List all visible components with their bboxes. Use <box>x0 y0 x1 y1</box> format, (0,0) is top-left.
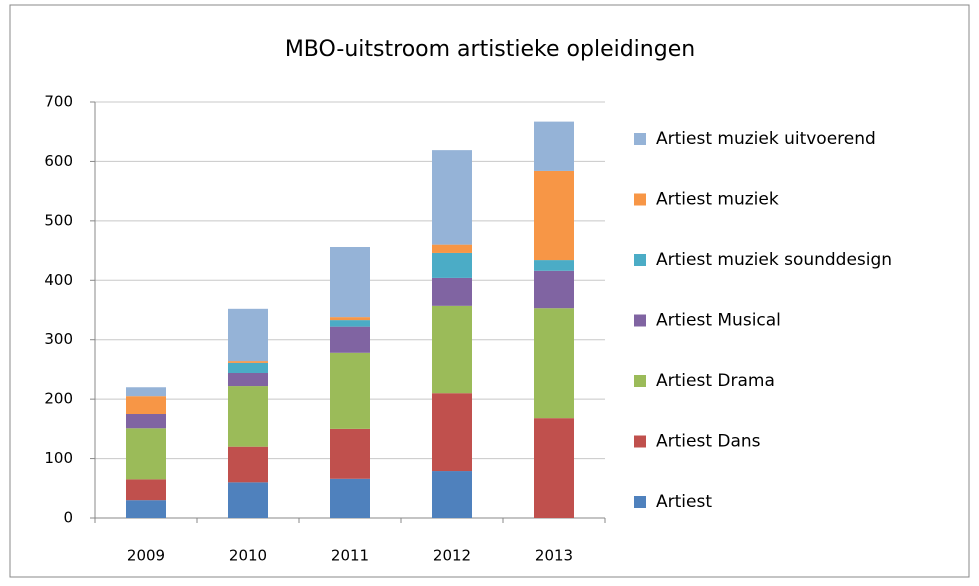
bar-segment <box>126 387 166 397</box>
bar-segment <box>330 317 370 321</box>
legend-swatch <box>634 193 646 206</box>
bar-segment <box>432 471 472 518</box>
bar-segment <box>330 326 370 353</box>
bar-segment <box>228 386 268 447</box>
legend-label: Artiest muziek sounddesign <box>656 250 892 270</box>
y-tick-label: 0 <box>63 509 73 527</box>
bar-segment <box>228 482 268 518</box>
bar-segment <box>432 393 472 472</box>
legend-label: Artiest Dans <box>656 432 761 452</box>
bar-segment <box>534 260 574 271</box>
bar-segment <box>330 320 370 327</box>
legend-label: Artiest muziek <box>656 190 779 210</box>
bar-segment <box>534 121 574 171</box>
bar-segment <box>228 308 268 362</box>
y-tick-label: 400 <box>44 271 73 289</box>
legend-label: Artiest Musical <box>656 311 781 331</box>
x-tick-label: 2010 <box>229 547 267 565</box>
bar-segment <box>330 428 370 479</box>
bar-segment <box>432 305 472 394</box>
bar-segment <box>432 150 472 245</box>
bar-segment <box>228 446 268 483</box>
chart-title: MBO-uitstroom artistieke opleidingen <box>285 37 695 62</box>
bar-segment <box>534 308 574 419</box>
bar-segment <box>534 170 574 261</box>
bar-segment <box>432 252 472 278</box>
y-tick-label: 300 <box>44 330 73 348</box>
x-tick-label: 2013 <box>535 547 573 565</box>
x-tick-label: 2009 <box>127 547 165 565</box>
bar-segment <box>228 372 268 387</box>
bar-segment <box>126 428 166 480</box>
y-tick-label: 100 <box>44 449 73 467</box>
bar-segment <box>126 414 166 429</box>
legend-swatch <box>634 133 646 145</box>
bar-segment <box>126 479 166 501</box>
legend-swatch <box>634 314 646 327</box>
y-tick-label: 600 <box>44 152 73 170</box>
legend-label: Artiest Drama <box>656 371 775 391</box>
x-tick-label: 2011 <box>331 547 369 565</box>
y-tick-label: 500 <box>44 211 73 229</box>
legend-label: Artiest muziek uitvoerend <box>656 129 876 149</box>
bar-segment <box>432 277 472 306</box>
bar-segment <box>534 270 574 309</box>
legend-swatch <box>634 254 646 266</box>
x-tick-label: 2012 <box>433 547 471 565</box>
chart-border <box>9 4 970 578</box>
bar-segment <box>126 396 166 414</box>
legend-swatch <box>634 375 646 387</box>
bar-segment <box>330 247 370 318</box>
bar-segment <box>432 244 472 253</box>
y-tick-label: 200 <box>44 390 73 408</box>
bar-segment <box>330 352 370 429</box>
bar-segment <box>330 478 370 518</box>
legend-label: Artiest <box>656 492 712 512</box>
bar-segment <box>228 362 268 373</box>
bar-segment <box>228 361 268 363</box>
legend-swatch <box>634 496 646 508</box>
bar-segment <box>126 500 166 518</box>
legend-swatch <box>634 435 646 448</box>
y-tick-label: 700 <box>44 93 73 111</box>
bar-segment <box>534 418 574 518</box>
